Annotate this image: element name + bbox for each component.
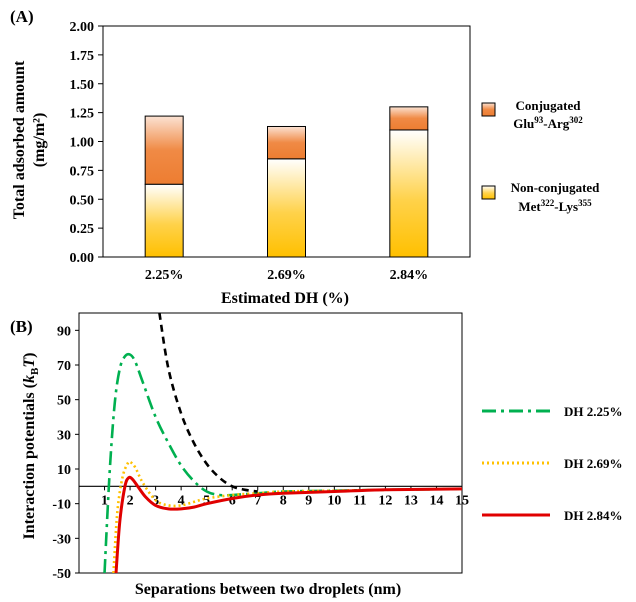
b-x-tick-label: 9 (305, 493, 312, 508)
b-y-tick-label: 70 (57, 359, 71, 374)
a-y-tick-label: 1.75 (70, 49, 95, 64)
b-x-tick-label: 13 (404, 493, 418, 508)
panel-label-b: (B) (10, 317, 33, 336)
legend-label-conjugated: Conjugated (515, 98, 581, 113)
a-y-axis-title-line1: Total adsorbed amount (11, 60, 28, 219)
b-x-tick-label: 2 (127, 493, 134, 508)
a-x-tick-label: 2.25% (145, 268, 184, 283)
a-x-axis-title: Estimated DH (%) (221, 290, 349, 307)
b-x-tick-label: 8 (280, 493, 287, 508)
bar-nonconj-2 (267, 158, 306, 258)
b-x-tick-label: 10 (327, 493, 341, 508)
b-y-axis-title: Interaction potentials (kBT) (21, 353, 41, 540)
a-y-tick-label: 1.00 (70, 136, 95, 151)
b-x-tick-label: 5 (203, 493, 210, 508)
legend-label-dh284: DH 2.84% (564, 508, 623, 523)
series-line-4 (158, 313, 258, 493)
legend-label-dh269: DH 2.69% (564, 456, 623, 471)
legend-label-nonconjugated-residues: Met322-Lys355 (518, 198, 592, 214)
a-y-tick-label: 0.50 (70, 193, 95, 208)
b-y-tick-label: -50 (52, 567, 71, 582)
a-y-tick-label: 0.00 (70, 251, 95, 266)
legend-label-dh225: DH 2.25% (564, 404, 623, 419)
a-x-tick-label: 2.69% (267, 268, 306, 283)
b-plot-frame (78, 312, 463, 574)
series-line-3 (114, 475, 462, 573)
legend-swatch-nonconjugated (481, 185, 496, 200)
b-x-tick-label: 11 (353, 493, 366, 508)
legend-label-conjugated-residues: Glu93-Arg302 (513, 115, 583, 131)
bar-chart-plot: 0.00 0.25 0.50 0.75 1.00 1.25 1.50 1.75 2.00 2.25… (70, 20, 471, 283)
b-y-tick-label: -10 (52, 498, 71, 513)
b-y-tick-label: -30 (52, 532, 71, 547)
a-x-tick-label: 2.84% (390, 268, 429, 283)
b-legend: DH 2.25% DH 2.69% DH 2.84% (482, 404, 623, 523)
b-x-tick-label: 12 (378, 493, 392, 508)
bar-conj-3 (389, 106, 429, 131)
a-y-tick-label: 1.25 (70, 107, 95, 122)
a-y-tick-label: 2.00 (70, 20, 95, 35)
a-y-tick-label: 0.25 (70, 222, 95, 237)
a-y-axis-title-line2: (mg/m²) (31, 113, 48, 168)
b-x-tick-label: 6 (229, 493, 236, 508)
series-line-1 (103, 352, 462, 573)
b-x-axis-title: Separations between two droplets (nm) (135, 581, 401, 598)
bar-conj-2 (267, 125, 306, 160)
b-x-tick-label: 7 (254, 493, 261, 508)
b-x-tick-label: 1 (101, 493, 108, 508)
b-y-tick-label: 30 (57, 428, 71, 443)
legend-label-nonconjugated: Non-conjugated (511, 180, 601, 195)
b-y-tick-label: 10 (57, 463, 71, 478)
b-x-tick-label: 14 (429, 493, 443, 508)
a-legend: Conjugated Glu93-Arg302 Non-conjugated M… (481, 98, 601, 214)
panel-label-a: (A) (10, 7, 34, 26)
b-x-tick-label: 4 (178, 493, 185, 508)
b-y-tick-label: 50 (57, 394, 71, 409)
b-x-tick-label: 15 (455, 493, 469, 508)
legend-swatch-conjugated (481, 102, 496, 117)
a-y-tick-label: 0.75 (70, 164, 95, 179)
series-line-2 (112, 460, 462, 573)
bar-nonconj-1 (144, 183, 184, 258)
bar-conj-1 (144, 115, 184, 185)
a-y-tick-label: 1.50 (70, 78, 95, 93)
b-y-tick-label: 90 (57, 324, 71, 339)
bar-nonconj-3 (389, 129, 429, 258)
